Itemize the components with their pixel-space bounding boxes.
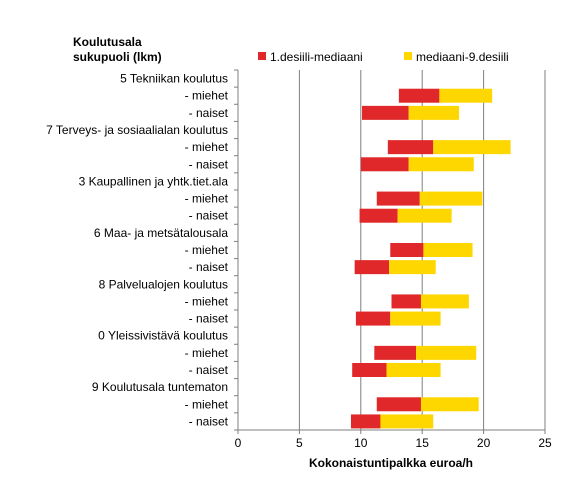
bars	[350, 88, 511, 429]
x-tick-labels: 0 5 10 15 20 25	[235, 436, 552, 450]
category-label: - miehet	[185, 140, 229, 154]
category-label: - naiset	[189, 363, 229, 377]
bar-segment-d1-median	[359, 208, 398, 223]
category-label: 9 Koulutusala tuntematon	[92, 380, 228, 394]
category-label: - naiset	[189, 106, 229, 120]
bar-segment-d1-median	[390, 243, 424, 257]
category-label: - miehet	[185, 294, 229, 308]
bar-segment-d1-median	[355, 311, 391, 326]
bar-segment-d1-median	[362, 105, 409, 120]
bar-segment-median-d9	[386, 363, 441, 377]
x-tick-label-5: 5	[296, 436, 303, 450]
bar-segment-median-d9	[433, 140, 511, 155]
bar-segment-median-d9	[420, 397, 479, 412]
bar-segment-median-d9	[390, 311, 441, 326]
category-label: - naiset	[189, 209, 229, 223]
category-label: - naiset	[189, 260, 229, 274]
x-tick-label-20: 20	[477, 436, 491, 450]
legend: 1.desiili-mediaani mediaani-9.desiili	[258, 50, 509, 64]
bar-segment-d1-median	[376, 397, 421, 412]
bar-segment-median-d9	[380, 414, 434, 429]
category-label: - naiset	[189, 312, 229, 326]
bar-segment-median-d9	[408, 105, 460, 120]
bar-segment-d1-median	[391, 294, 421, 309]
y-axis-title-line-2: sukupuoli (lkm)	[73, 50, 162, 64]
bar-segment-median-d9	[408, 157, 474, 172]
bar-segment-median-d9	[419, 191, 483, 206]
bar-segment-d1-median	[350, 414, 381, 429]
category-label: 7 Terveys- ja sosiaalialan koulutus	[46, 123, 228, 137]
legend-label-series-1: 1.desiili-mediaani	[270, 50, 363, 64]
bar-segment-median-d9	[397, 208, 452, 223]
bar-segment-median-d9	[423, 243, 473, 257]
bar-segment-d1-median	[354, 260, 390, 275]
x-tick-label-25: 25	[538, 436, 552, 450]
legend-swatch-series-2	[404, 52, 412, 60]
category-label: - miehet	[185, 346, 229, 360]
bar-segment-median-d9	[389, 260, 436, 275]
category-label: - naiset	[189, 157, 229, 171]
x-tick-label-15: 15	[416, 436, 430, 450]
bar-segment-d1-median	[398, 88, 440, 103]
legend-label-series-2: mediaani-9.desiili	[416, 50, 509, 64]
category-label: 5 Tekniikan koulutus	[120, 72, 228, 86]
y-axis-title-line-1: Koulutusala	[73, 35, 142, 49]
bar-segment-d1-median	[387, 140, 434, 155]
legend-swatch-series-1	[258, 52, 266, 60]
category-label: 8 Palvelualojen koulutus	[99, 277, 228, 291]
x-axis-title: Kokonaistuntipalkka euroa/h	[309, 456, 473, 470]
bar-segment-d1-median	[352, 363, 387, 377]
bar-segment-median-d9	[416, 345, 477, 360]
category-label: - miehet	[185, 192, 229, 206]
x-tick-label-10: 10	[354, 436, 368, 450]
bar-segment-d1-median	[360, 157, 409, 172]
bar-segment-d1-median	[376, 191, 420, 206]
x-tick-label-0: 0	[235, 436, 242, 450]
category-label: - miehet	[185, 89, 229, 103]
category-label: - miehet	[185, 397, 229, 411]
category-label: 3 Kaupallinen ja yhtk.tiet.ala	[79, 174, 229, 188]
bar-segment-d1-median	[374, 345, 417, 360]
bar-segment-median-d9	[439, 88, 493, 103]
category-label: - miehet	[185, 243, 229, 257]
bar-segment-median-d9	[420, 294, 469, 309]
category-label: - naiset	[189, 414, 229, 428]
category-label: 0 Yleissivistävä koulutus	[98, 329, 228, 343]
category-label: 6 Maa- ja metsätalousala	[94, 226, 228, 240]
axes	[234, 69, 546, 434]
category-labels: 5 Tekniikan koulutus - miehet - naiset 7 Te…	[46, 72, 229, 429]
